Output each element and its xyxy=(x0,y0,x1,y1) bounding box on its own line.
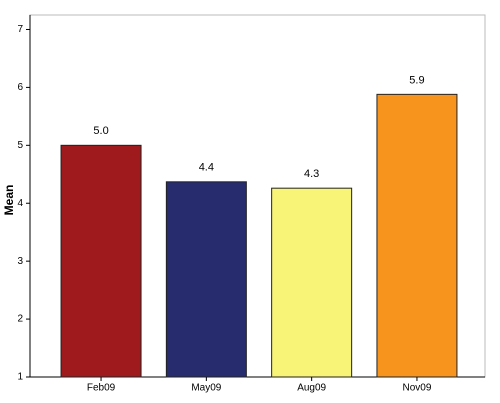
x-tick-label: May09 xyxy=(191,383,221,394)
y-tick-label: 6 xyxy=(17,82,23,93)
value-label: 4.4 xyxy=(199,162,214,174)
y-tick-label: 5 xyxy=(17,140,23,151)
value-label: 4.3 xyxy=(304,168,319,180)
bar xyxy=(376,93,458,378)
x-tick-label: Feb09 xyxy=(87,383,116,394)
x-tick-label: Nov09 xyxy=(402,383,431,394)
value-label: 5.9 xyxy=(409,74,424,86)
bar xyxy=(60,144,142,378)
y-tick-label: 2 xyxy=(17,314,23,325)
value-label: 5.0 xyxy=(93,125,108,137)
x-tick-label: Aug09 xyxy=(297,383,326,394)
y-tick-label: 1 xyxy=(17,372,23,383)
bar xyxy=(271,187,353,378)
y-tick-label: 3 xyxy=(17,256,23,267)
y-tick-label: 4 xyxy=(17,198,23,209)
y-tick-label: 7 xyxy=(17,24,23,35)
y-axis-label: Mean xyxy=(2,185,16,216)
bar xyxy=(165,181,247,378)
